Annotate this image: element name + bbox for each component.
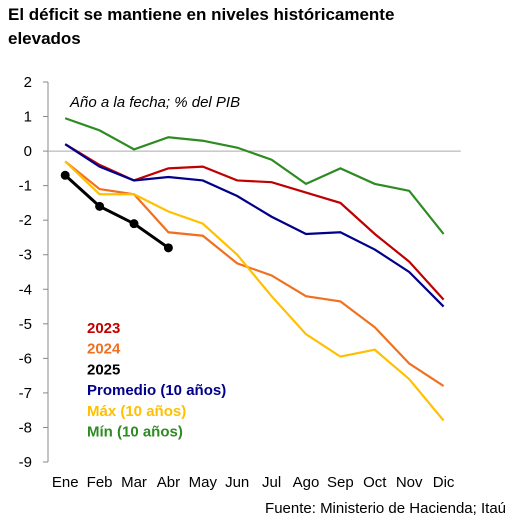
y-tick-label: -7: [19, 385, 32, 402]
legend-entry: 2024: [87, 341, 121, 358]
y-tick-label: -1: [19, 178, 32, 195]
x-tick-label: Ago: [293, 474, 320, 491]
y-tick-label: -6: [19, 350, 32, 367]
series-line: [64, 160, 445, 422]
series-line: [64, 174, 170, 250]
point: [129, 219, 139, 229]
y-tick-label: -3: [19, 247, 32, 264]
x-tick-label: May: [189, 474, 218, 491]
x-tick-label: Ene: [52, 474, 79, 491]
x-tick-label: Nov: [396, 474, 423, 491]
x-tick-label: Abr: [157, 474, 180, 491]
chart-title: El déficit se mantiene en niveles histór…: [8, 5, 394, 24]
legend-entry: Mín (10 años): [87, 424, 183, 441]
y-tick-label: -2: [19, 212, 32, 229]
x-tick-label: Feb: [87, 474, 113, 491]
y-tick-label: 0: [24, 143, 32, 160]
annotation: Año a la fecha; % del PIB: [69, 94, 240, 111]
point: [163, 243, 173, 253]
source: Fuente: Ministerio de Hacienda; Itaú: [265, 500, 506, 517]
x-tick-label: Jun: [225, 474, 249, 491]
y-tick-label: -8: [19, 419, 32, 436]
x-tick-label: Oct: [363, 474, 387, 491]
x-tick-label: Sep: [327, 474, 354, 491]
series-line: [64, 143, 445, 308]
y-tick-label: 2: [24, 74, 32, 91]
chart-title: elevados: [8, 29, 81, 48]
y-tick-label: -4: [19, 281, 32, 298]
point: [60, 170, 70, 180]
legend-entry: 2025: [87, 361, 120, 378]
legend-entry: 2023: [87, 320, 120, 337]
x-tick-label: Mar: [121, 474, 147, 491]
y-tick-label: -5: [19, 316, 32, 333]
x-tick-label: Dic: [433, 474, 455, 491]
x-tick-label: Jul: [262, 474, 281, 491]
legend-entry: Máx (10 años): [87, 403, 186, 420]
legend-entry: Promedio (10 años): [87, 382, 226, 399]
y-tick-label: -9: [19, 454, 32, 471]
y-tick-label: 1: [24, 109, 32, 126]
point: [95, 201, 105, 211]
series-line: [64, 117, 445, 235]
